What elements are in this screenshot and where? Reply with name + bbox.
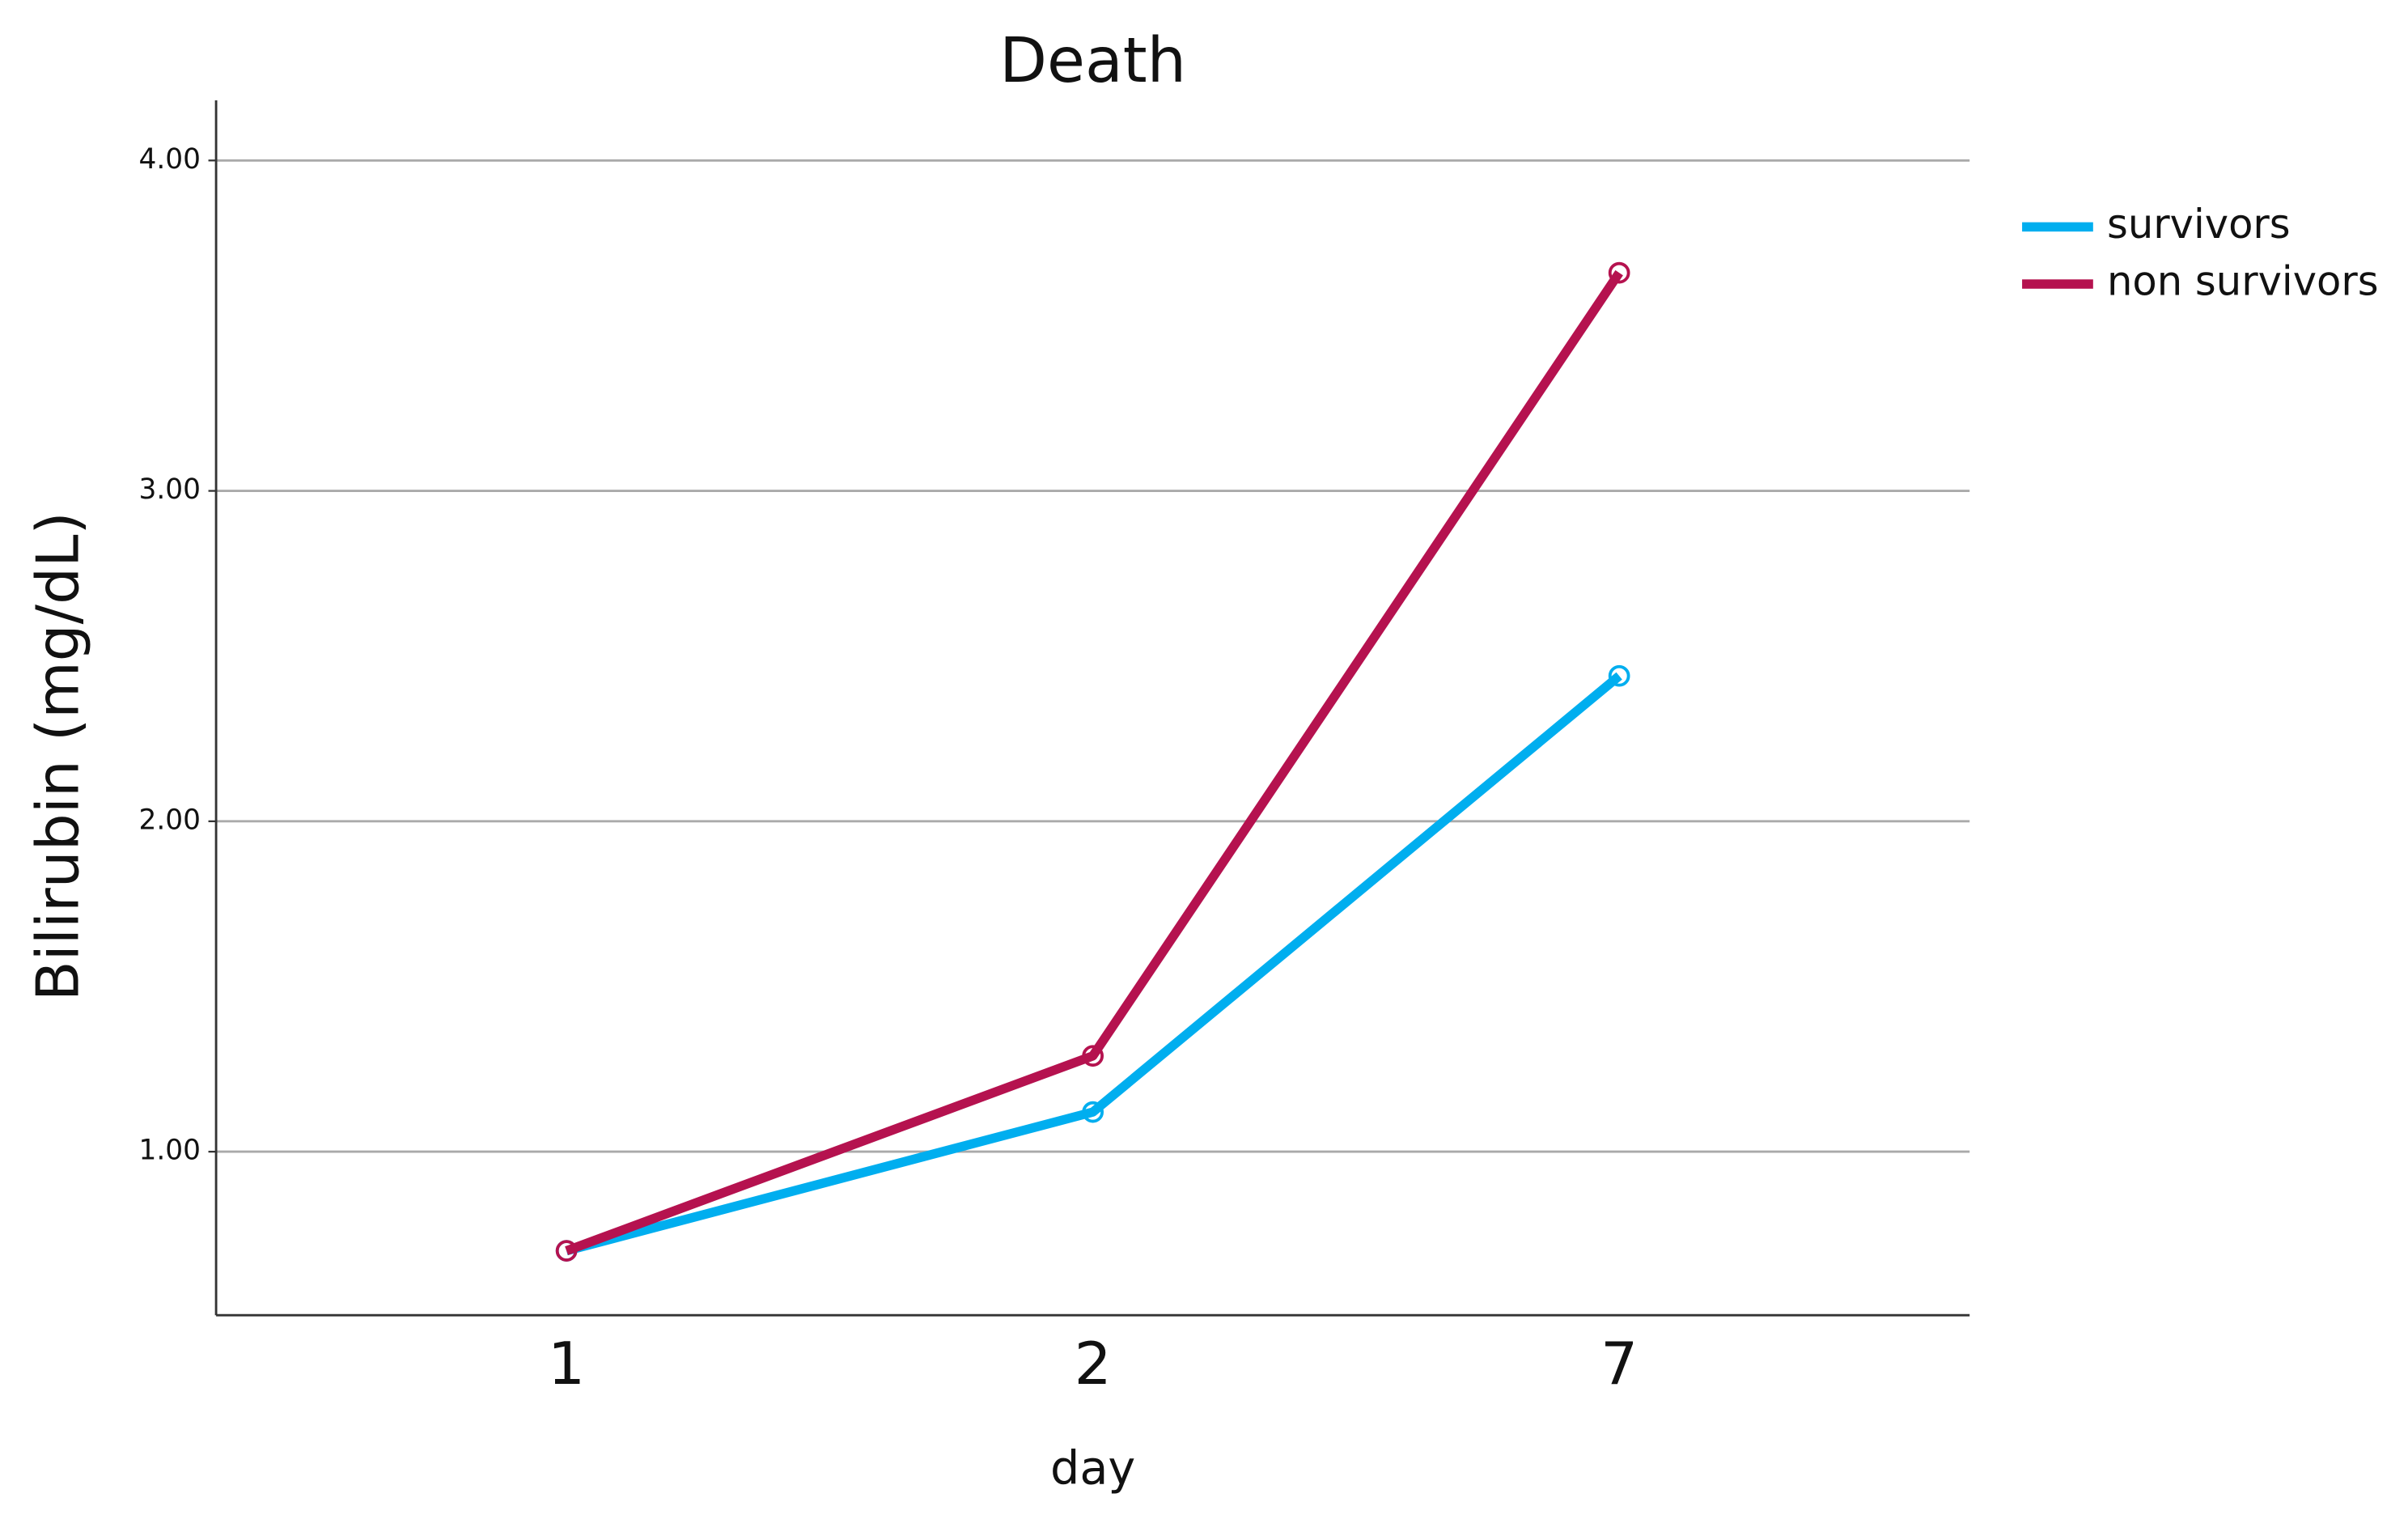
point-marker xyxy=(1608,261,1630,284)
point-marker xyxy=(1082,1101,1104,1123)
y-tick-label: 1.00 xyxy=(139,1135,201,1167)
y-tick-label: 2.00 xyxy=(139,804,201,836)
x-axis-label: day xyxy=(1050,1441,1135,1495)
x-tick-label: 1 xyxy=(548,1330,585,1398)
legend-label: survivors xyxy=(2107,201,2291,248)
legend-label: non survivors xyxy=(2107,257,2379,304)
y-tick-label: 3.00 xyxy=(139,473,201,506)
chart-title: Death xyxy=(999,24,1186,96)
y-axis-label: Bilirubin (mg/dL) xyxy=(24,511,92,1001)
series-line xyxy=(565,672,1622,1256)
x-tick-label: 7 xyxy=(1600,1330,1638,1398)
series-line xyxy=(565,269,1623,1255)
point-marker xyxy=(1608,664,1630,687)
x-tick-label: 2 xyxy=(1075,1330,1112,1398)
point-marker xyxy=(555,1240,578,1262)
y-tick-label: 4.00 xyxy=(139,143,201,176)
point-marker xyxy=(1082,1045,1104,1067)
